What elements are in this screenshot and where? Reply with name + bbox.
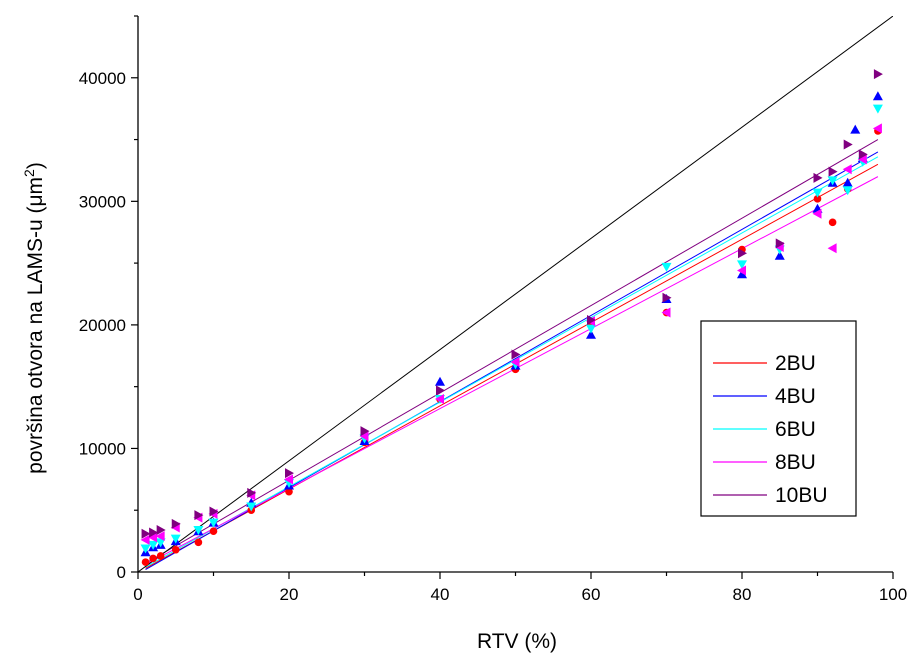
data-point-6bu [872,104,883,114]
data-point-8bu [140,534,150,545]
data-point-2bu [285,487,293,496]
tick-labels: 0 20 40 60 80 100 0 10000 20000 30000 40000 [79,69,907,604]
y-axis-label-sup: 2 [21,169,37,177]
data-point-8bu [872,123,882,134]
data-point-6bu [148,540,159,550]
y-axis-label-main: površina otvora na LAMS-u ( [24,207,47,474]
data-point-10bu [828,166,838,177]
y-tick-label: 40000 [79,69,126,88]
data-point-10bu [813,172,823,183]
data-point-10bu [141,528,151,539]
data-point-10bu [858,149,868,160]
data-point-6bu [170,534,181,544]
data-point-10bu [360,426,370,437]
data-point-4bu [842,177,853,187]
data-point-2bu [171,545,180,554]
data-point-4bu [850,124,861,134]
data-point-2bu [156,552,165,560]
data-point-8bu [510,356,520,367]
y-tick-label: 0 [117,563,126,582]
data-point-6bu [827,176,838,186]
data-point-4bu [737,269,747,279]
data-point-8bu [359,431,369,442]
data-point-8bu [812,208,822,219]
data-point-6bu [246,502,257,512]
data-point-10bu [171,518,181,529]
fit-line-8bu [145,176,879,566]
legend-label-2bu: 2BU [775,352,816,375]
axes [131,15,894,579]
reference-line-layer [138,16,893,572]
data-point-10bu [194,510,204,521]
data-point-10bu [436,385,445,396]
legend-box [700,320,857,517]
data-point-10bu [738,248,747,259]
y-tick-label: 20000 [79,316,126,335]
x-tick-label: 60 [582,585,601,604]
data-point-6bu [842,186,853,196]
data-point-2bu [149,554,157,563]
data-point-8bu [737,265,746,276]
legend-label-10bu: 10BU [775,484,828,507]
data-point-6bu [812,188,823,198]
data-point-10bu [156,524,166,535]
data-points [140,69,883,566]
data-point-8bu [148,532,158,543]
y-axis-label-close: ) [24,162,47,169]
data-point-6bu [140,544,151,554]
data-point-10bu [873,69,883,80]
reference-line [138,16,893,572]
data-point-6bu [661,262,672,272]
data-point-6bu [208,518,219,528]
series-10bu [141,69,883,539]
data-point-2bu [194,538,203,547]
data-point-8bu [435,394,444,405]
data-point-4bu [586,329,596,339]
data-point-8bu [155,531,165,542]
data-point-8bu [827,243,837,254]
data-point-10bu [209,506,219,517]
data-point-6bu [737,260,747,270]
data-point-4bu [435,376,445,386]
series-6bu [140,104,883,554]
data-point-10bu [843,139,853,150]
y-tick-label: 30000 [79,192,126,211]
data-point-8bu [661,307,671,318]
x-tick-label: 0 [133,585,142,604]
data-point-10bu [662,292,672,303]
data-point-8bu [857,154,867,165]
fit-line-2bu [145,163,879,569]
x-tick-label: 20 [280,585,299,604]
data-point-2bu [209,527,218,536]
legend-label-4bu: 4BU [775,385,816,408]
data-point-2bu [141,558,150,566]
x-tick-label: 40 [431,585,450,604]
x-tick-label: 80 [733,585,752,604]
data-point-10bu [511,349,521,360]
data-point-8bu [842,164,852,175]
legend-label-8bu: 8BU [775,451,816,474]
data-point-4bu [872,91,883,101]
data-point-6bu [193,525,204,535]
y-axis-label: površina otvora na LAMS-u (μm2) [21,162,47,474]
data-point-6bu [586,324,596,334]
data-point-10bu [149,527,159,538]
data-point-10bu [775,238,785,249]
data-point-10bu [587,314,596,325]
y-tick-label: 10000 [79,439,126,458]
data-point-8bu [284,474,293,485]
data-point-4bu [774,250,785,260]
data-point-2bu [828,218,837,227]
data-point-10bu [285,468,294,479]
data-point-2bu [813,195,822,203]
legend: 2BU 4BU 6BU 8BU 10BU [700,320,857,517]
y-axis-label-unit: μm [24,177,47,207]
x-tick-label: 100 [879,585,907,604]
legend-label-6bu: 6BU [775,418,816,441]
data-point-6bu [155,538,166,548]
data-point-10bu [247,487,257,498]
x-axis-label: RTV (%) [477,630,557,653]
